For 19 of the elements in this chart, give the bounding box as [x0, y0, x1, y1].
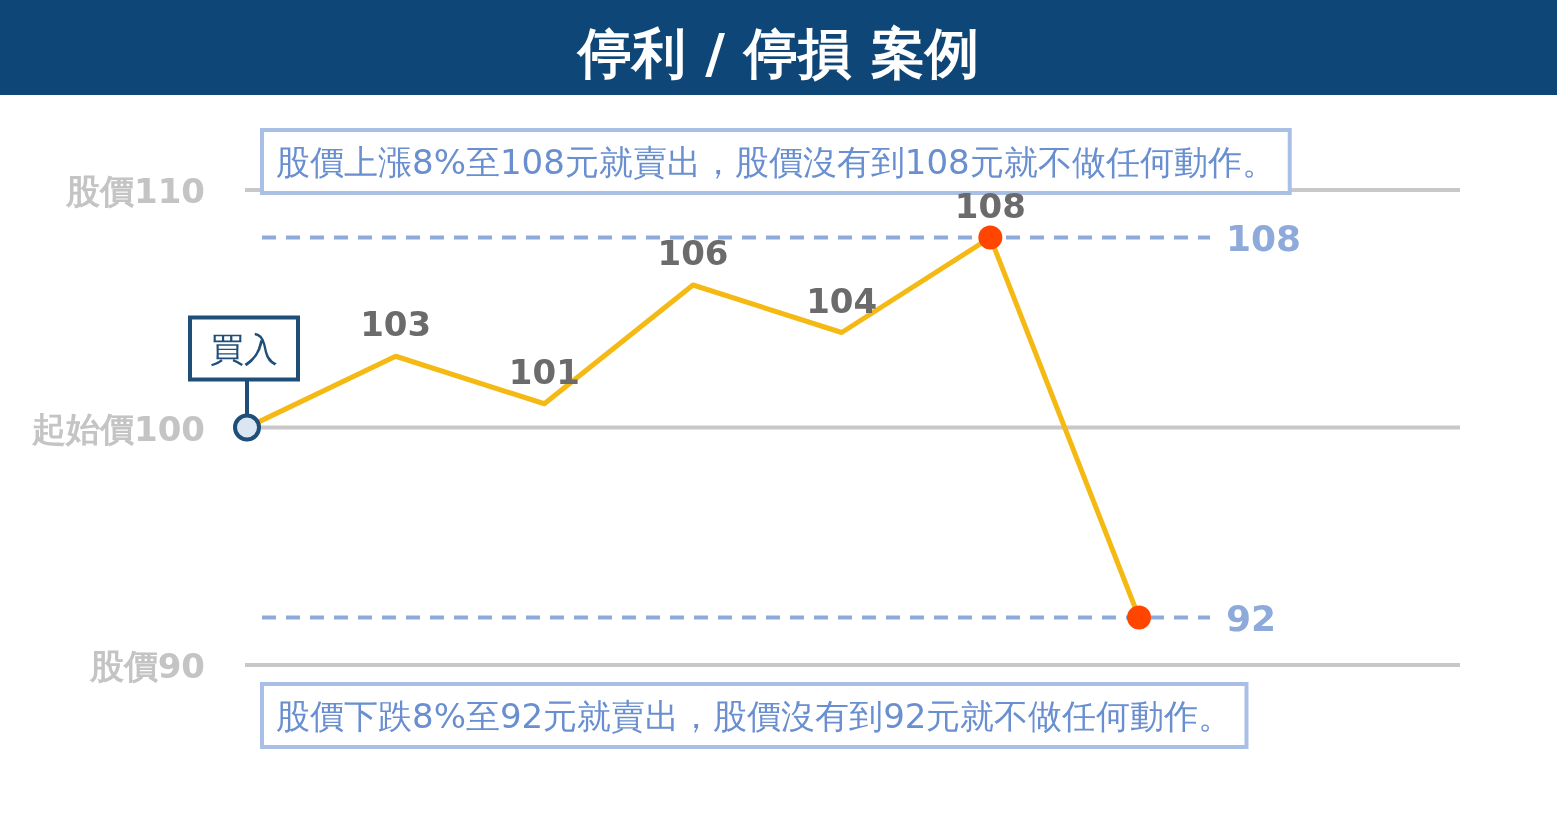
y-tick-label: 100 — [134, 408, 205, 449]
y-tick-label: 110 — [134, 171, 205, 211]
data-label: 106 — [657, 233, 729, 273]
chart-title: 停利 / 停損 案例 — [576, 22, 979, 85]
text: 起始價 — [31, 408, 135, 449]
point — [1127, 605, 1151, 630]
ref-line-label: 108 — [1226, 217, 1302, 259]
text: 股價下跌8%至92元就賣出，股價沒有到92元就不做任何動作。 — [276, 695, 1233, 736]
text: 股價上漲8%至108元就賣出，股價沒有到108元就不做任何動作。 — [276, 141, 1276, 182]
y-tick-label: 90 — [157, 646, 205, 686]
text: 股價 — [65, 171, 135, 211]
data-label: 101 — [508, 351, 580, 392]
data-label: 103 — [360, 304, 432, 345]
text: 股價 — [88, 646, 158, 686]
annotation: 買入 — [210, 328, 278, 369]
point — [978, 225, 1003, 250]
ref-line-label: 92 — [1226, 597, 1277, 639]
data-label: 104 — [806, 280, 878, 321]
data-label: 108 — [954, 185, 1026, 226]
